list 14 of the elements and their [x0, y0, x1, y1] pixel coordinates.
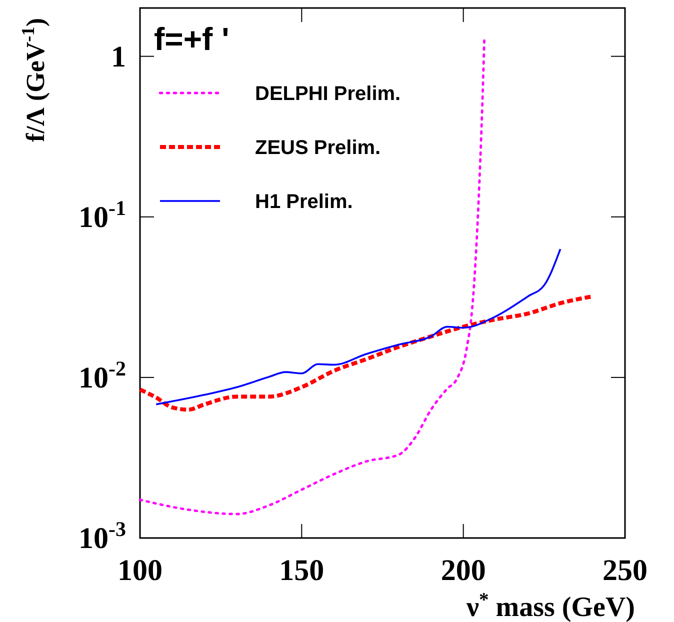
legend-label: DELPHI Prelim.: [255, 83, 401, 105]
y-tick-label: 10$^{-3}$: [78, 517, 126, 555]
y-tick-label: 10$^{-2}$: [78, 356, 126, 394]
y-tick-label: 10$^{-1}$: [78, 196, 126, 234]
x-tick-label: 200: [440, 554, 486, 587]
x-tick-label: 150: [279, 554, 324, 587]
x-tick-label: 250: [602, 554, 648, 587]
x-tick-label: 100: [118, 554, 162, 587]
annotation: f=+f ': [154, 21, 230, 57]
legend-label: H1 Prelim.: [255, 191, 353, 213]
x-axis-title: ν$^{*}$ mass (GeV): [465, 590, 635, 622]
line-series: [155, 248, 562, 406]
legend-label: ZEUS Prelim.: [255, 137, 381, 159]
y-tick-label: 1: [111, 40, 126, 74]
